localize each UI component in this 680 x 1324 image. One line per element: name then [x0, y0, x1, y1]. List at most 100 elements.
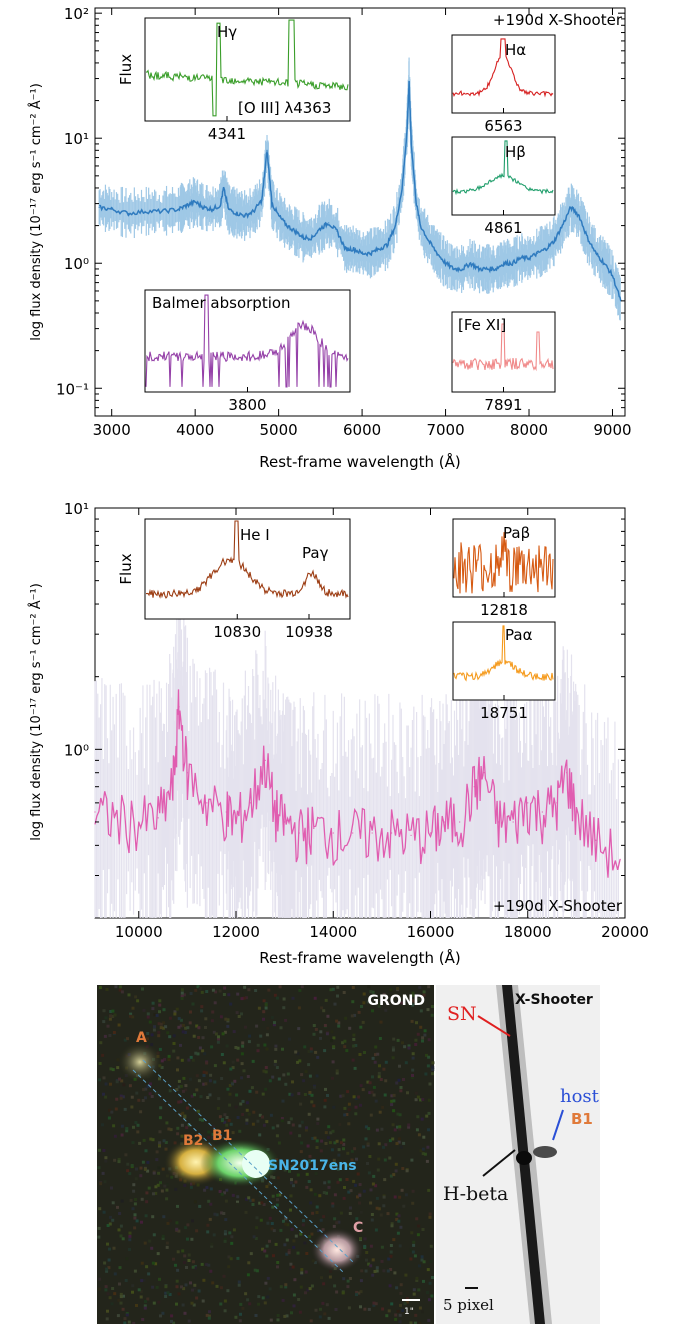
sn-spot [242, 1150, 270, 1178]
noise-pixel [292, 1245, 296, 1249]
noise-pixel [210, 1242, 214, 1246]
noise-pixel [308, 1091, 312, 1094]
noise-pixel [411, 1189, 415, 1193]
noise-pixel [316, 1117, 320, 1121]
noise-pixel [142, 1278, 146, 1282]
noise-pixel [132, 1321, 136, 1324]
noise-pixel [108, 1017, 112, 1021]
noise-pixel [226, 1024, 230, 1028]
noise-pixel [290, 1311, 293, 1315]
x-tick-label: 5000 [260, 421, 298, 439]
noise-pixel [255, 1024, 259, 1028]
noise-pixel [155, 1285, 159, 1289]
inset-tick-label: 4861 [484, 219, 522, 237]
noise-pixel [108, 1296, 112, 1300]
noise-pixel [257, 1006, 261, 1010]
noise-pixel [101, 1171, 105, 1175]
noise-pixel [319, 1030, 323, 1034]
noise-pixel [131, 1141, 135, 1145]
noise-pixel [205, 1313, 209, 1317]
noise-pixel [203, 1188, 207, 1192]
noise-pixel [181, 1111, 185, 1115]
noise-pixel [365, 1251, 369, 1254]
noise-pixel [302, 1079, 306, 1083]
noise-pixel [200, 1009, 204, 1013]
noise-pixel [165, 1188, 169, 1192]
noise-pixel [127, 1320, 131, 1324]
noise-pixel [421, 1098, 425, 1101]
noise-pixel [351, 986, 355, 989]
noise-pixel [401, 1167, 405, 1170]
x-tick-label: 7000 [426, 421, 464, 439]
noise-pixel [170, 1314, 174, 1318]
noise-pixel [241, 1113, 245, 1116]
noise-pixel [139, 1110, 143, 1114]
noise-pixel [366, 1142, 370, 1146]
noise-pixel [144, 1096, 147, 1100]
noise-pixel [140, 1197, 144, 1201]
noise-pixel [194, 1051, 198, 1055]
data-point [478, 268, 480, 270]
noise-pixel [287, 1251, 291, 1255]
noise-pixel [352, 1033, 356, 1037]
noise-pixel [343, 1186, 346, 1189]
noise-pixel [410, 1019, 414, 1023]
noise-pixel [292, 1184, 295, 1188]
noise-pixel [358, 1193, 362, 1197]
noise-pixel [278, 985, 282, 989]
noise-pixel [146, 1297, 150, 1301]
noise-pixel [229, 1002, 233, 1006]
noise-pixel [328, 1141, 332, 1145]
noise-pixel [407, 1125, 411, 1129]
noise-pixel [177, 1229, 181, 1233]
noise-pixel [152, 1192, 155, 1196]
noise-pixel [337, 1021, 341, 1025]
noise-pixel [223, 1232, 227, 1236]
noise-pixel [320, 1006, 324, 1010]
noise-pixel [136, 999, 140, 1003]
noise-pixel [389, 988, 393, 992]
noise-pixel [297, 1298, 301, 1301]
xshooter-image: X-Shooter SN host B1 H-beta 5 pixel [436, 985, 600, 1324]
noise-pixel [319, 1036, 322, 1040]
noise-pixel [283, 1243, 287, 1247]
noise-pixel [105, 1269, 109, 1273]
noise-pixel [247, 988, 251, 992]
noise-pixel [131, 1015, 135, 1019]
data-point [459, 821, 461, 823]
noise-pixel [156, 1252, 160, 1256]
noise-pixel [148, 1082, 152, 1086]
noise-pixel [177, 1292, 181, 1296]
noise-pixel [383, 1093, 387, 1097]
noise-pixel [399, 1086, 403, 1089]
noise-pixel [404, 1273, 408, 1277]
noise-pixel [270, 1227, 274, 1231]
noise-pixel [310, 1232, 314, 1236]
noise-pixel [398, 1320, 402, 1324]
noise-pixel [325, 1032, 329, 1036]
noise-pixel [398, 1064, 401, 1068]
noise-pixel [150, 1246, 154, 1250]
noise-pixel [221, 1032, 225, 1036]
noise-pixel [371, 1009, 374, 1013]
noise-pixel [364, 1125, 368, 1129]
noise-pixel [312, 1159, 316, 1163]
noise-pixel [336, 1180, 340, 1184]
noise-pixel [193, 1283, 197, 1287]
noise-pixel [236, 1195, 240, 1199]
noise-pixel [415, 1217, 419, 1221]
noise-pixel [158, 1010, 161, 1014]
noise-pixel [204, 1082, 208, 1086]
noise-pixel [321, 1228, 325, 1232]
noise-pixel [332, 1045, 336, 1049]
noise-pixel [195, 1229, 199, 1233]
noise-pixel [396, 987, 400, 990]
noise-pixel [107, 1258, 111, 1262]
noise-pixel [172, 1034, 176, 1038]
noise-pixel [182, 1089, 185, 1093]
noise-pixel [173, 1010, 177, 1014]
noise-pixel [268, 1287, 272, 1291]
noise-pixel [313, 1085, 316, 1089]
inset-spectrum [452, 38, 554, 98]
inset-spectrum [145, 294, 349, 388]
